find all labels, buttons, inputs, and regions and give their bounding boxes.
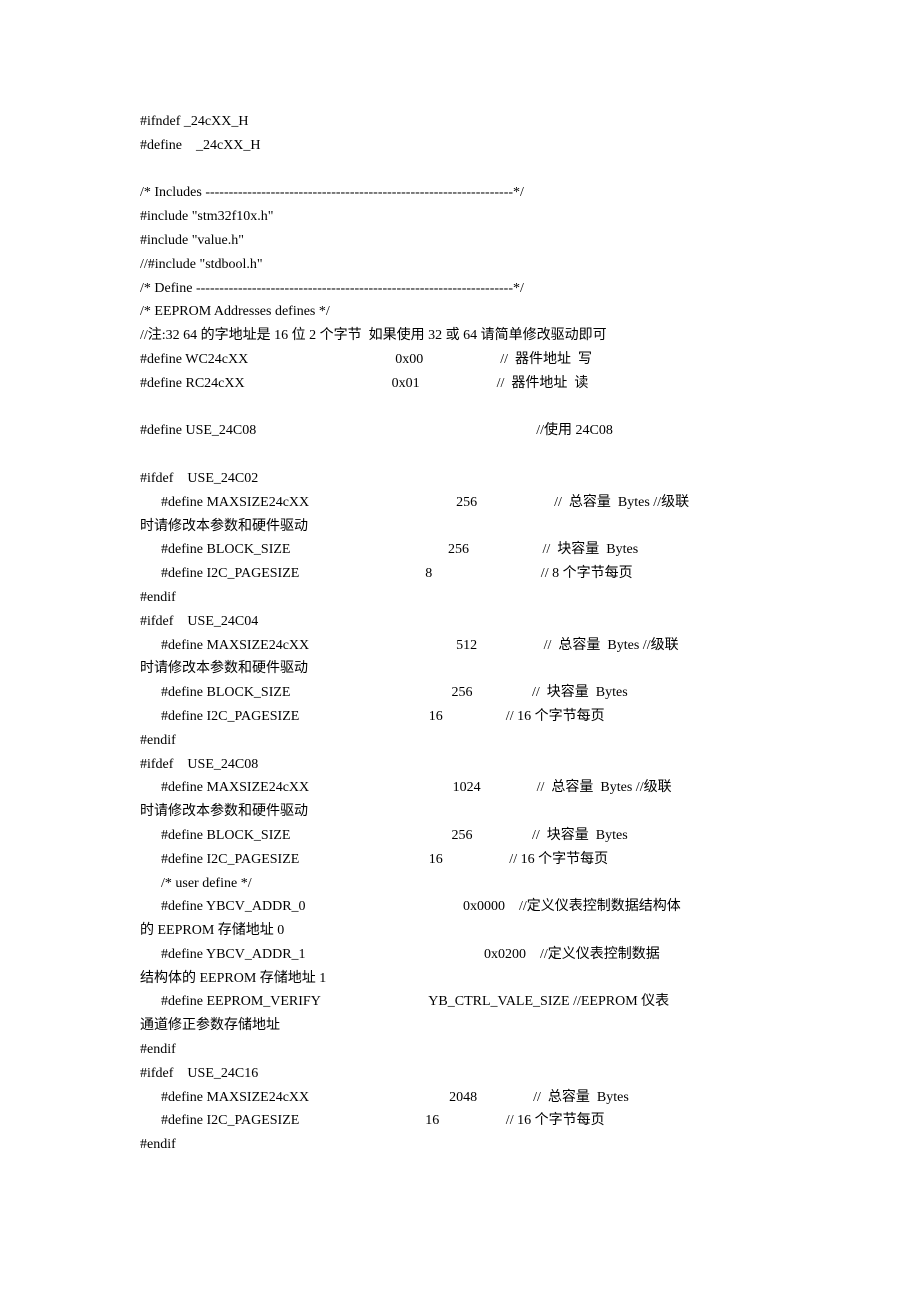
code-line: #define MAXSIZE24cXX 256 // 总容量 Bytes //… (140, 491, 780, 515)
code-line: #endif (140, 1038, 780, 1062)
code-line (140, 158, 780, 182)
code-line: #ifdef USE_24C08 (140, 753, 780, 777)
code-body: #ifndef _24cXX_H#define _24cXX_H /* Incl… (140, 110, 780, 1157)
code-line: 时请修改本参数和硬件驱动 (140, 515, 780, 539)
code-line: 的 EEPROM 存储地址 0 (140, 919, 780, 943)
code-line: #define I2C_PAGESIZE 8 // 8 个字节每页 (140, 562, 780, 586)
code-line: #include "value.h" (140, 229, 780, 253)
code-line: 结构体的 EEPROM 存储地址 1 (140, 967, 780, 991)
code-line: #endif (140, 586, 780, 610)
code-document: #ifndef _24cXX_H#define _24cXX_H /* Incl… (0, 0, 920, 1302)
code-line: /* Includes ----------------------------… (140, 181, 780, 205)
code-line: /* user define */ (140, 872, 780, 896)
code-line: 通道修正参数存储地址 (140, 1014, 780, 1038)
code-line (140, 396, 780, 420)
code-line: #define I2C_PAGESIZE 16 // 16 个字节每页 (140, 848, 780, 872)
code-line: //#include "stdbool.h" (140, 253, 780, 277)
code-line: #define _24cXX_H (140, 134, 780, 158)
code-line: #define USE_24C08 //使用 24C08 (140, 419, 780, 443)
code-line: #define BLOCK_SIZE 256 // 块容量 Bytes (140, 538, 780, 562)
code-line: /* Define ------------------------------… (140, 277, 780, 301)
code-line: #include "stm32f10x.h" (140, 205, 780, 229)
code-line: #ifndef _24cXX_H (140, 110, 780, 134)
code-line: #define I2C_PAGESIZE 16 // 16 个字节每页 (140, 1109, 780, 1133)
code-line: #define BLOCK_SIZE 256 // 块容量 Bytes (140, 681, 780, 705)
code-line: /* EEPROM Addresses defines */ (140, 300, 780, 324)
code-line: #ifdef USE_24C02 (140, 467, 780, 491)
code-line: 时请修改本参数和硬件驱动 (140, 657, 780, 681)
code-line: #define MAXSIZE24cXX 512 // 总容量 Bytes //… (140, 634, 780, 658)
code-line: #define RC24cXX 0x01 // 器件地址 读 (140, 372, 780, 396)
code-line: #define YBCV_ADDR_0 0x0000 //定义仪表控制数据结构体 (140, 895, 780, 919)
code-line: #ifdef USE_24C16 (140, 1062, 780, 1086)
code-line: #endif (140, 1133, 780, 1157)
code-line (140, 443, 780, 467)
code-line: //注:32 64 的字地址是 16 位 2 个字节 如果使用 32 或 64 … (140, 324, 780, 348)
code-line: #define EEPROM_VERIFY YB_CTRL_VALE_SIZE … (140, 990, 780, 1014)
code-line: #ifdef USE_24C04 (140, 610, 780, 634)
code-line: 时请修改本参数和硬件驱动 (140, 800, 780, 824)
code-line: #define WC24cXX 0x00 // 器件地址 写 (140, 348, 780, 372)
code-line: #define BLOCK_SIZE 256 // 块容量 Bytes (140, 824, 780, 848)
code-line: #define MAXSIZE24cXX 1024 // 总容量 Bytes /… (140, 776, 780, 800)
code-line: #define MAXSIZE24cXX 2048 // 总容量 Bytes (140, 1086, 780, 1110)
code-line: #define I2C_PAGESIZE 16 // 16 个字节每页 (140, 705, 780, 729)
code-line: #endif (140, 729, 780, 753)
code-line: #define YBCV_ADDR_1 0x0200 //定义仪表控制数据 (140, 943, 780, 967)
